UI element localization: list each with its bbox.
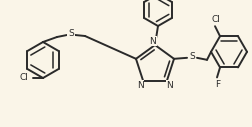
Text: N: N — [150, 36, 156, 45]
Text: Cl: Cl — [19, 74, 28, 83]
Text: N: N — [166, 81, 173, 90]
Text: Cl: Cl — [212, 15, 220, 24]
Text: F: F — [215, 80, 220, 89]
Text: S: S — [68, 29, 74, 38]
Text: N: N — [137, 81, 144, 90]
Text: S: S — [189, 52, 195, 61]
